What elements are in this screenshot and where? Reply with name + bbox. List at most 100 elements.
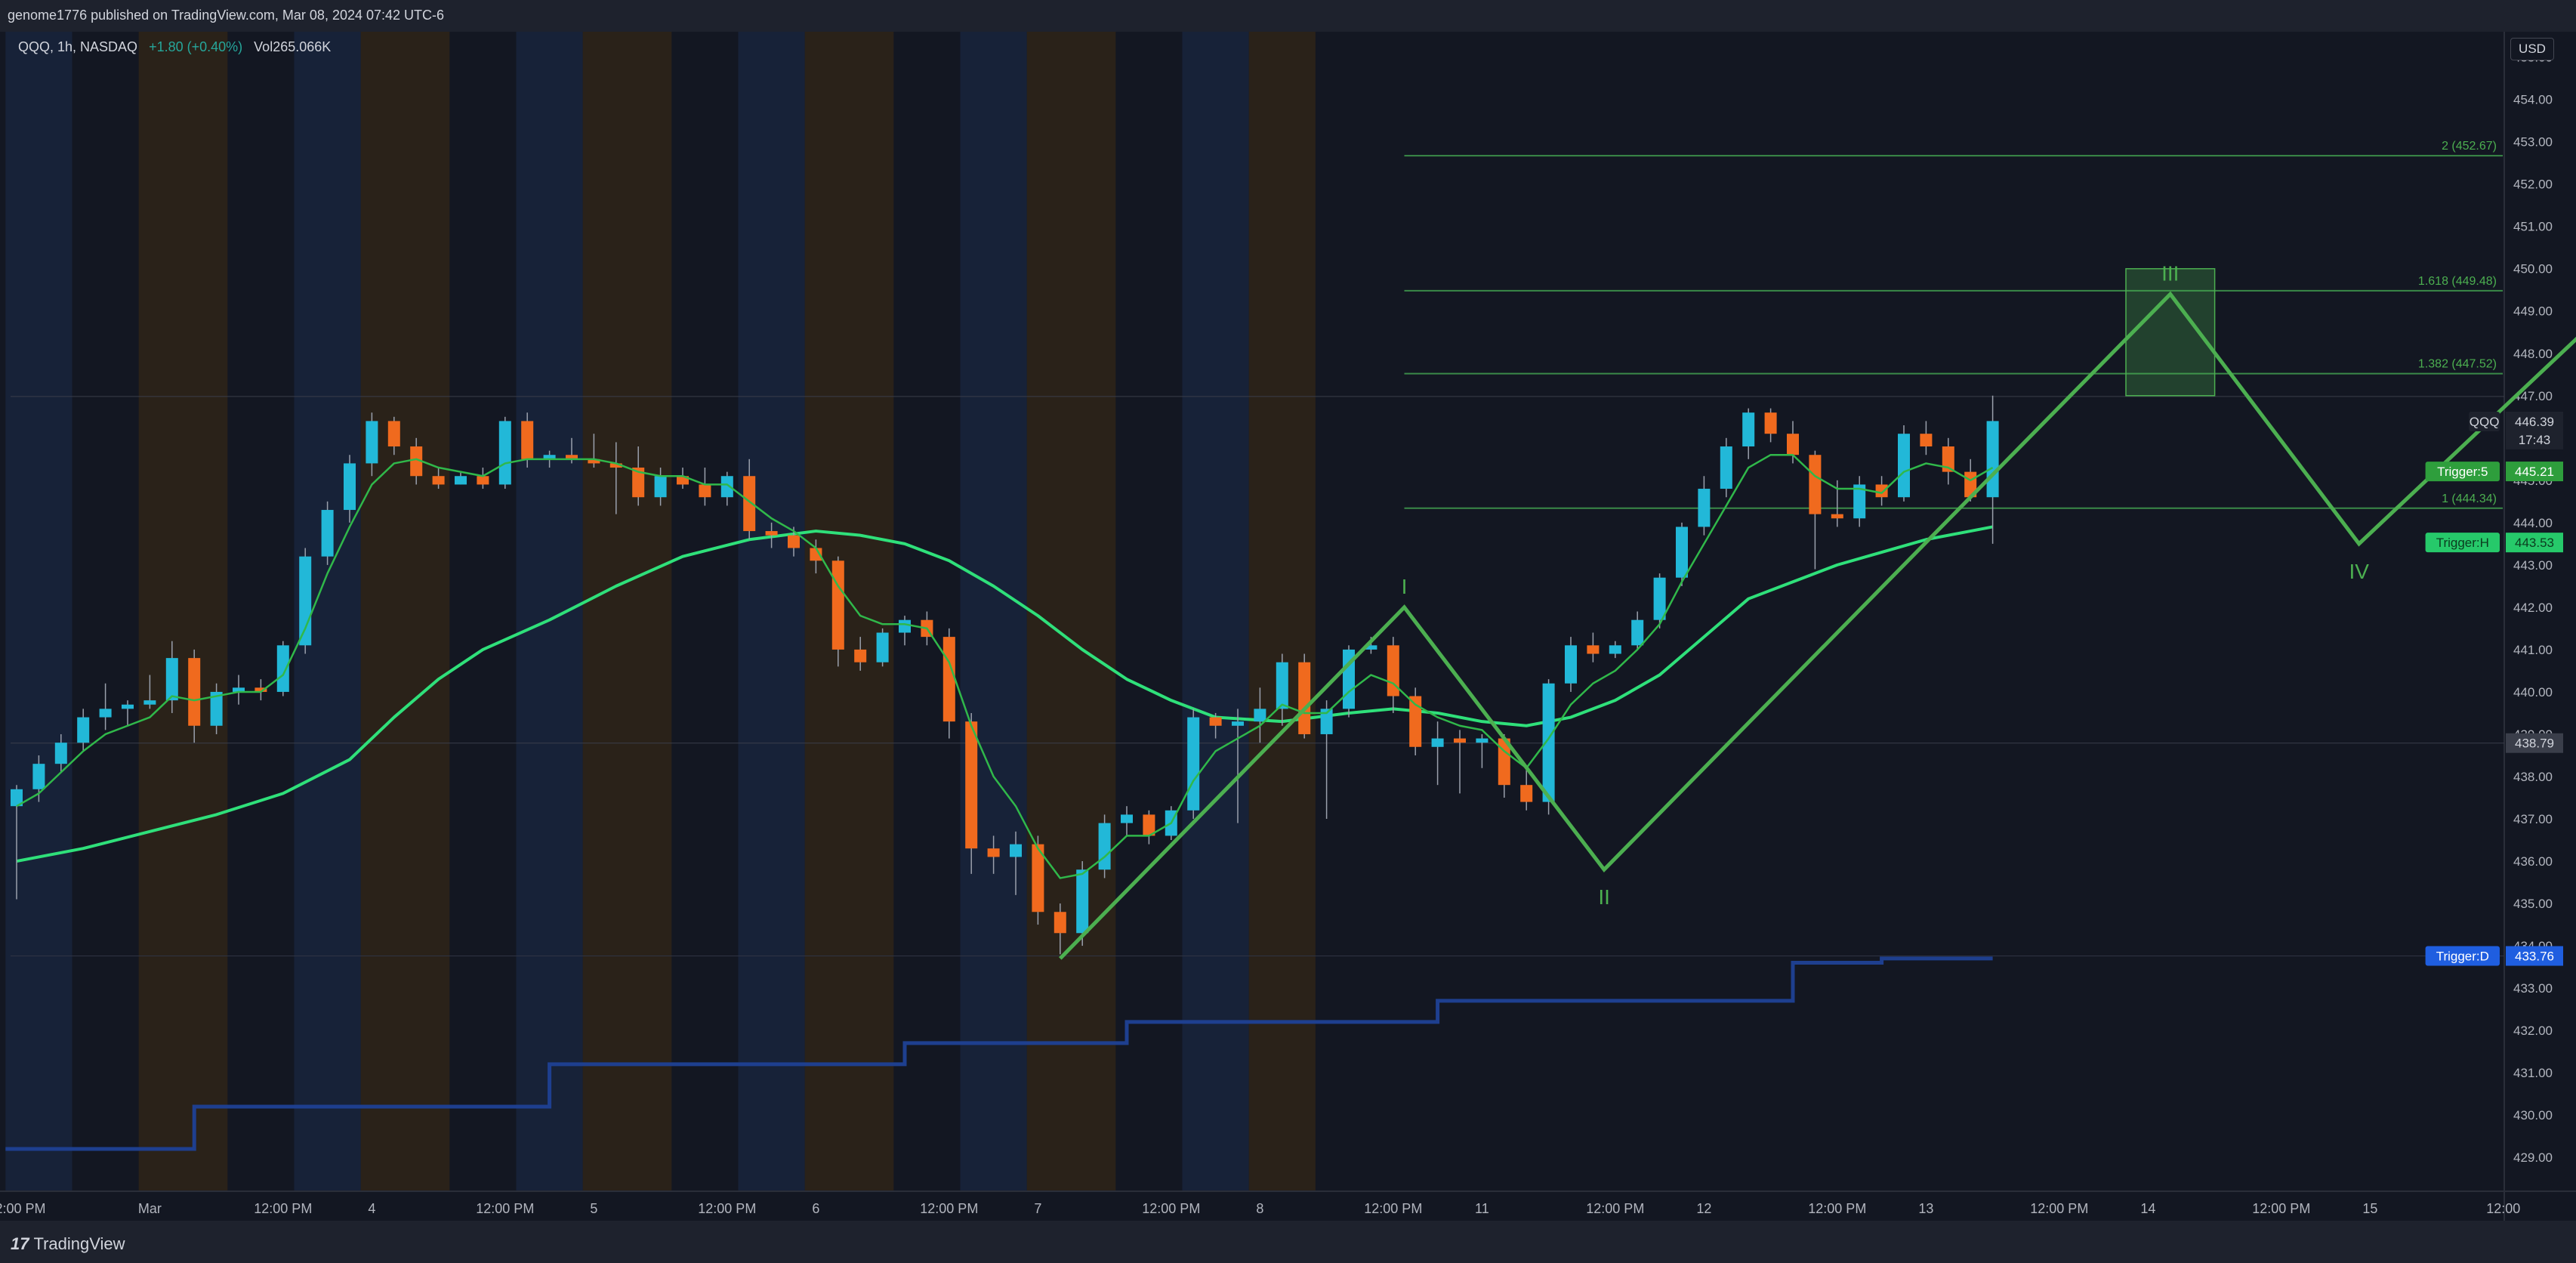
candle xyxy=(1098,814,1111,879)
price-tick-label: 453.00 xyxy=(2513,135,2553,150)
candle-body xyxy=(699,484,711,498)
price-tag-label-bg xyxy=(2425,946,2500,966)
session-band xyxy=(1026,32,1116,1191)
candle xyxy=(165,641,178,713)
candle-body xyxy=(1076,869,1089,934)
candle xyxy=(1431,721,1444,786)
candle xyxy=(233,675,245,705)
candle-body xyxy=(143,700,156,705)
time-tick-label: 12:00 xyxy=(2486,1201,2520,1216)
candle xyxy=(743,459,756,540)
candle-body xyxy=(54,743,67,764)
candle-body xyxy=(1143,814,1155,836)
currency-button[interactable]: USD xyxy=(2510,38,2554,60)
candle-body xyxy=(566,455,578,459)
candle-body xyxy=(1565,645,1577,684)
candle-body xyxy=(1454,738,1466,743)
candle-body xyxy=(1054,912,1066,934)
candle-body xyxy=(1276,662,1288,709)
candle xyxy=(432,468,445,489)
time-tick-label: 12:00 PM xyxy=(1142,1201,1200,1216)
candle xyxy=(1054,903,1066,955)
price-tag-value-bg xyxy=(2506,411,2563,449)
price-tick-label: 451.00 xyxy=(2513,220,2553,234)
price-tag-label: Trigger:5 xyxy=(2437,465,2488,479)
candle-body xyxy=(1809,455,1822,514)
candle xyxy=(1920,421,1933,455)
price-tick-label: 452.00 xyxy=(2513,178,2553,192)
price-tick-label: 443.00 xyxy=(2513,558,2553,573)
candle-body xyxy=(99,709,112,718)
candle xyxy=(1609,641,1621,659)
symbol-label[interactable]: QQQ, 1h, NASDAQ xyxy=(18,39,138,54)
candle-body xyxy=(1631,619,1644,646)
candle-body xyxy=(276,645,289,692)
price-tick-label: 449.00 xyxy=(2513,304,2553,319)
candle-body xyxy=(1520,785,1533,802)
candle xyxy=(677,468,689,489)
candle-body xyxy=(609,463,622,468)
candle xyxy=(11,785,23,900)
time-tick-label: 12:00 PM xyxy=(1364,1201,1422,1216)
candle xyxy=(143,675,156,709)
candle-body xyxy=(321,510,334,557)
price-tick-label: 436.00 xyxy=(2513,854,2553,869)
candle xyxy=(810,539,822,574)
time-tick-label: 11 xyxy=(1475,1201,1489,1216)
price-tick-label: 435.00 xyxy=(2513,897,2553,911)
candle xyxy=(1409,687,1422,755)
candle-body xyxy=(720,476,733,498)
candle-body xyxy=(387,421,400,447)
candle xyxy=(498,416,511,489)
price-tag-value: 438.79 xyxy=(2515,736,2554,751)
time-tick-label: 13 xyxy=(1918,1201,1933,1216)
candle-body xyxy=(1498,738,1510,786)
candle-body xyxy=(788,535,800,548)
candle xyxy=(987,835,1000,874)
candle xyxy=(99,683,112,730)
price-tag-label-bg xyxy=(2469,411,2500,431)
wave-label: IV xyxy=(2349,560,2369,583)
candle xyxy=(654,468,667,506)
candle-body xyxy=(1010,844,1022,857)
candle-body xyxy=(498,421,511,485)
price-tick-label: 429.00 xyxy=(2513,1150,2553,1165)
price-tag-value-bg xyxy=(2506,733,2563,753)
tradingview-logo[interactable]: 17 TradingView xyxy=(11,1234,125,1254)
price-tick-label: 431.00 xyxy=(2513,1066,2553,1080)
time-tick-label: 12:00 PM xyxy=(476,1201,534,1216)
candle xyxy=(1232,709,1244,823)
price-tick-label: 447.00 xyxy=(2513,389,2553,403)
time-tick-label: Mar xyxy=(138,1201,162,1216)
candle xyxy=(276,641,289,696)
candle xyxy=(1676,522,1688,586)
candle xyxy=(1520,767,1533,811)
session-band xyxy=(804,32,894,1191)
time-tick-label: 12:00 PM xyxy=(698,1201,756,1216)
price-tick-label: 441.00 xyxy=(2513,643,2553,657)
candle xyxy=(1653,573,1666,628)
session-band xyxy=(960,32,1027,1191)
candle-body xyxy=(366,421,378,464)
time-tick-label: 12:00 PM xyxy=(2030,1201,2088,1216)
candle xyxy=(1498,733,1510,798)
candle-body xyxy=(1720,446,1732,489)
candle xyxy=(1565,637,1577,692)
session-band xyxy=(516,32,583,1191)
candle xyxy=(1764,408,1777,443)
volume-label: Vol265.066K xyxy=(254,39,332,54)
candle-body xyxy=(1698,489,1711,527)
candle xyxy=(477,468,489,489)
candle-body xyxy=(1298,662,1311,734)
candle-body xyxy=(1942,446,1954,472)
candle xyxy=(210,683,223,734)
candle xyxy=(876,628,889,667)
candle-body xyxy=(1032,844,1044,913)
candle-body xyxy=(1476,738,1489,743)
candle-body xyxy=(344,463,356,511)
tradingview-logo-text: TradingView xyxy=(33,1234,125,1253)
price-change: +1.80 (+0.40%) xyxy=(149,39,243,54)
session-band xyxy=(738,32,805,1191)
candle xyxy=(1942,437,1954,485)
